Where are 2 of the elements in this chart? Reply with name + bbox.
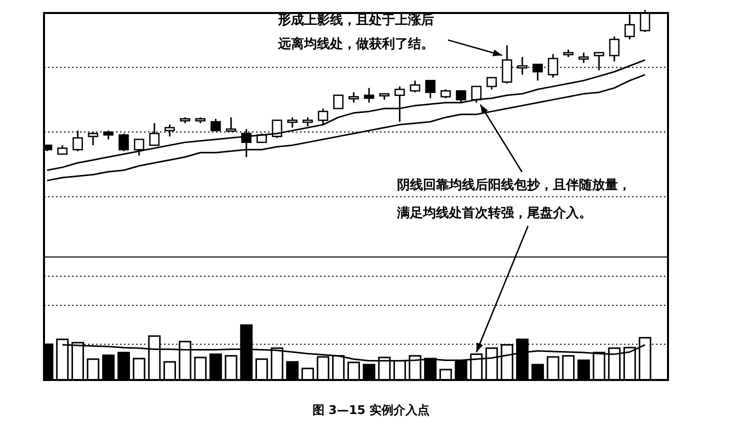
annotation: 阴线回靠均线后阳线包抄，且伴随放量，满足均线处首次转强，尾盘介入。 xyxy=(397,178,631,221)
title: 图 3—15 实例介入点 xyxy=(312,403,430,417)
